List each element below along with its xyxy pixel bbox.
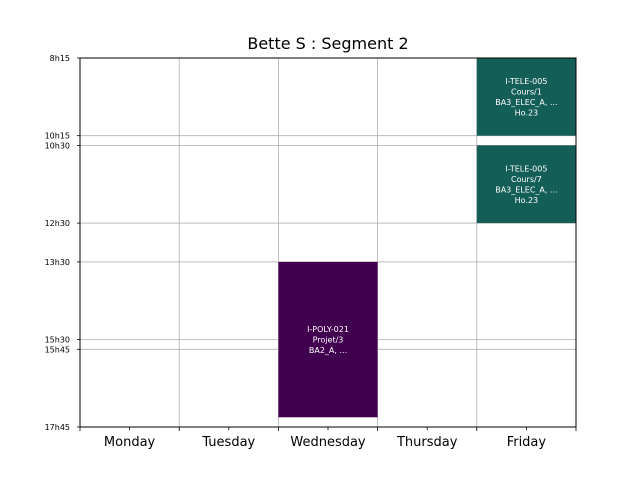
event-label-line: BA3_ELEC_A, ... — [495, 98, 557, 107]
day-label-thursday: Thursday — [396, 435, 458, 450]
event-rect — [476, 58, 576, 136]
y-tick-label: 15h45 — [45, 345, 70, 354]
y-tick-label: 10h15 — [45, 132, 70, 141]
event-rect — [278, 261, 378, 418]
event-label-line: I-TELE-005 — [505, 164, 547, 173]
event-label-line: BA3_ELEC_A, ... — [495, 185, 557, 194]
y-tick-label: 12h30 — [45, 219, 70, 228]
event-label-line: Projet/3 — [313, 336, 344, 345]
event-rect — [476, 145, 576, 224]
y-tick-label: 8h15 — [50, 54, 70, 63]
day-label-monday: Monday — [104, 435, 156, 450]
event-label-line: Ho.23 — [515, 196, 539, 205]
day-label-tuesday: Tuesday — [201, 435, 255, 450]
event-label-line: BA2_A, ... — [309, 346, 347, 355]
y-tick-label: 10h30 — [45, 141, 70, 150]
y-tick-label: 13h30 — [45, 258, 70, 267]
event-label-line: Cours/7 — [511, 175, 542, 184]
event-block-i-poly-021: I-POLY-021 Projet/3BA2_A, ... — [278, 261, 378, 418]
chart-title: Bette S : Segment 2 — [247, 34, 408, 53]
event-label-line: I-POLY-021 — [307, 325, 349, 334]
event-label-line: Ho.23 — [515, 109, 539, 118]
y-tick-label: 15h30 — [45, 336, 70, 345]
day-label-wednesday: Wednesday — [290, 435, 366, 450]
day-label-friday: Friday — [507, 435, 547, 450]
event-label-line: I-TELE-005 — [505, 77, 547, 86]
y-tick-label: 17h45 — [45, 423, 70, 432]
event-label-line: Cours/1 — [511, 88, 542, 97]
